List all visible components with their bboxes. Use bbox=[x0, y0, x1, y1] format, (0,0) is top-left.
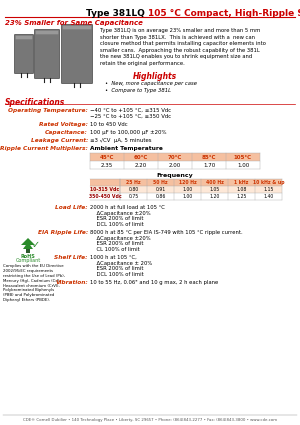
Text: −25 °C to +105 °C, ≥350 Vdc: −25 °C to +105 °C, ≥350 Vdc bbox=[90, 114, 171, 119]
Text: 10-315 Vdc: 10-315 Vdc bbox=[90, 187, 120, 192]
Text: Frequency: Frequency bbox=[157, 173, 194, 178]
Text: 1.25: 1.25 bbox=[236, 194, 247, 199]
Text: 1.08: 1.08 bbox=[236, 187, 247, 192]
Text: ✓: ✓ bbox=[32, 240, 40, 250]
Text: 1.00: 1.00 bbox=[182, 194, 193, 199]
Text: ΔCapacitance ±20%: ΔCapacitance ±20% bbox=[90, 235, 151, 241]
Text: 25 Hz: 25 Hz bbox=[126, 180, 141, 185]
Text: ESR 200% of limit: ESR 200% of limit bbox=[90, 216, 143, 221]
Text: Type 381LQ: Type 381LQ bbox=[86, 8, 148, 17]
Text: 1.70: 1.70 bbox=[203, 162, 215, 167]
Text: 1.05: 1.05 bbox=[209, 187, 220, 192]
Text: 10 to 55 Hz, 0.06" and 10 g max, 2 h each plane: 10 to 55 Hz, 0.06" and 10 g max, 2 h eac… bbox=[90, 280, 218, 285]
Text: 120 Hz: 120 Hz bbox=[178, 180, 196, 185]
Text: •  Compare to Type 381L: • Compare to Type 381L bbox=[105, 88, 171, 93]
Text: CL 100% of limit: CL 100% of limit bbox=[90, 246, 140, 252]
Text: 1.00: 1.00 bbox=[182, 187, 193, 192]
Text: 0.80: 0.80 bbox=[128, 187, 139, 192]
Text: Operating Temperature:: Operating Temperature: bbox=[8, 108, 88, 113]
FancyBboxPatch shape bbox=[16, 36, 32, 39]
Text: 10 to 450 Vdc: 10 to 450 Vdc bbox=[90, 122, 128, 127]
Text: ΔCapacitance ±20%: ΔCapacitance ±20% bbox=[90, 210, 151, 215]
Text: 2000 h at full load at 105 °C: 2000 h at full load at 105 °C bbox=[90, 205, 165, 210]
Text: Rated Voltage:: Rated Voltage: bbox=[39, 122, 88, 127]
Text: Ripple Current Multipliers:: Ripple Current Multipliers: bbox=[0, 146, 88, 151]
Text: 0.86: 0.86 bbox=[155, 194, 166, 199]
Bar bbox=[26, 249, 30, 253]
Text: Highlights: Highlights bbox=[133, 72, 177, 81]
Text: 2.35: 2.35 bbox=[101, 162, 113, 167]
Text: 45°C: 45°C bbox=[100, 155, 114, 159]
Text: 0.75: 0.75 bbox=[128, 194, 139, 199]
Text: 2.20: 2.20 bbox=[135, 162, 147, 167]
Text: shorter than Type 381LX.  This is achieved with a  new can: shorter than Type 381LX. This is achieve… bbox=[100, 34, 255, 40]
Text: 1.15: 1.15 bbox=[263, 187, 274, 192]
Text: Type 381LQ is on average 23% smaller and more than 5 mm: Type 381LQ is on average 23% smaller and… bbox=[100, 28, 260, 33]
Text: 400 Hz: 400 Hz bbox=[206, 180, 224, 185]
Text: Complies with the EU Directive
2002/95/EC requirements
restricting the Use of Le: Complies with the EU Directive 2002/95/E… bbox=[3, 264, 65, 302]
Text: EIA Ripple Life:: EIA Ripple Life: bbox=[38, 230, 88, 235]
Text: 85°C: 85°C bbox=[202, 155, 216, 159]
Bar bbox=[90, 186, 282, 193]
Bar bbox=[90, 161, 260, 169]
Text: 1.00: 1.00 bbox=[237, 162, 249, 167]
Text: closure method that permits installing capacitor elements into: closure method that permits installing c… bbox=[100, 41, 266, 46]
Text: 8000 h at 85 °C per EIA IS-749 with 105 °C ripple current.: 8000 h at 85 °C per EIA IS-749 with 105 … bbox=[90, 230, 243, 235]
Text: 105°C: 105°C bbox=[234, 155, 252, 159]
Text: 70°C: 70°C bbox=[168, 155, 182, 159]
Text: 0.91: 0.91 bbox=[155, 187, 166, 192]
FancyBboxPatch shape bbox=[34, 29, 59, 79]
Text: •  New, more capacitance per case: • New, more capacitance per case bbox=[105, 81, 197, 86]
Text: Compliant: Compliant bbox=[15, 258, 41, 263]
FancyBboxPatch shape bbox=[36, 31, 58, 34]
Text: CDE® Cornell Dubilier • 140 Technology Place • Liberty, SC 29657 • Phone: (864)8: CDE® Cornell Dubilier • 140 Technology P… bbox=[23, 418, 277, 422]
Text: 1.40: 1.40 bbox=[263, 194, 274, 199]
Text: retain the original performance.: retain the original performance. bbox=[100, 60, 185, 65]
Bar bbox=[90, 179, 282, 186]
Text: 1000 h at 105 °C,: 1000 h at 105 °C, bbox=[90, 255, 137, 260]
Text: ≤3 √CV  μA, 5 minutes: ≤3 √CV μA, 5 minutes bbox=[90, 138, 152, 143]
Text: Leakage Current:: Leakage Current: bbox=[31, 138, 88, 143]
Text: Specifications: Specifications bbox=[5, 98, 65, 107]
Polygon shape bbox=[23, 242, 33, 249]
FancyBboxPatch shape bbox=[63, 26, 91, 29]
Text: DCL 100% of limit: DCL 100% of limit bbox=[90, 272, 144, 277]
Text: 100 μF to 100,000 μF ±20%: 100 μF to 100,000 μF ±20% bbox=[90, 130, 166, 135]
Polygon shape bbox=[21, 238, 35, 245]
Bar bbox=[90, 193, 282, 200]
Text: DCL 100% of limit: DCL 100% of limit bbox=[90, 221, 144, 227]
Text: Load Life:: Load Life: bbox=[56, 205, 88, 210]
Text: Capacitance:: Capacitance: bbox=[45, 130, 88, 135]
Text: 10 kHz & up: 10 kHz & up bbox=[253, 180, 284, 185]
Bar bbox=[90, 153, 260, 161]
FancyBboxPatch shape bbox=[14, 34, 34, 74]
Text: 350-450 Vdc: 350-450 Vdc bbox=[89, 194, 121, 199]
Text: RoHS: RoHS bbox=[21, 254, 35, 259]
Text: ΔCapacitance ± 20%: ΔCapacitance ± 20% bbox=[90, 261, 152, 266]
Text: 105 °C Compact, High-Ripple Snap-in: 105 °C Compact, High-Ripple Snap-in bbox=[148, 8, 300, 17]
Text: the new 381LQ enables you to shrink equipment size and: the new 381LQ enables you to shrink equi… bbox=[100, 54, 252, 59]
FancyBboxPatch shape bbox=[61, 25, 92, 83]
Text: Ambient Temperature: Ambient Temperature bbox=[90, 146, 163, 151]
Text: −40 °C to +105 °C, ≤315 Vdc: −40 °C to +105 °C, ≤315 Vdc bbox=[90, 108, 171, 113]
Text: smaller cans.  Approaching the robust capability of the 381L: smaller cans. Approaching the robust cap… bbox=[100, 48, 260, 53]
Text: 23% Smaller for Same Capacitance: 23% Smaller for Same Capacitance bbox=[5, 20, 143, 26]
Text: ESR 200% of limit: ESR 200% of limit bbox=[90, 266, 143, 271]
Text: 1 kHz: 1 kHz bbox=[234, 180, 249, 185]
Text: 1.20: 1.20 bbox=[209, 194, 220, 199]
Text: Shelf Life:: Shelf Life: bbox=[55, 255, 88, 260]
Text: 2.00: 2.00 bbox=[169, 162, 181, 167]
Text: 60°C: 60°C bbox=[134, 155, 148, 159]
Text: 50 Hz: 50 Hz bbox=[153, 180, 168, 185]
Text: Vibration:: Vibration: bbox=[55, 280, 88, 285]
Text: ESR 200% of limit: ESR 200% of limit bbox=[90, 241, 143, 246]
